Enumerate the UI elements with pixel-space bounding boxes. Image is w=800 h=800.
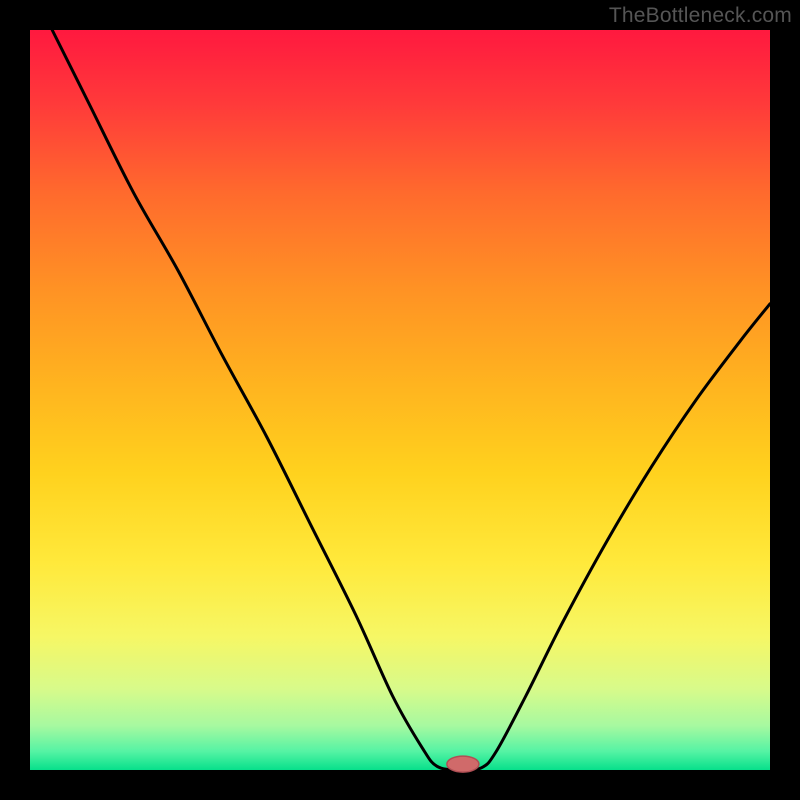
chart-gradient-background (30, 30, 770, 770)
bottleneck-chart (0, 0, 800, 800)
watermark-text: TheBottleneck.com (609, 4, 792, 28)
optimal-point-marker (447, 756, 479, 772)
